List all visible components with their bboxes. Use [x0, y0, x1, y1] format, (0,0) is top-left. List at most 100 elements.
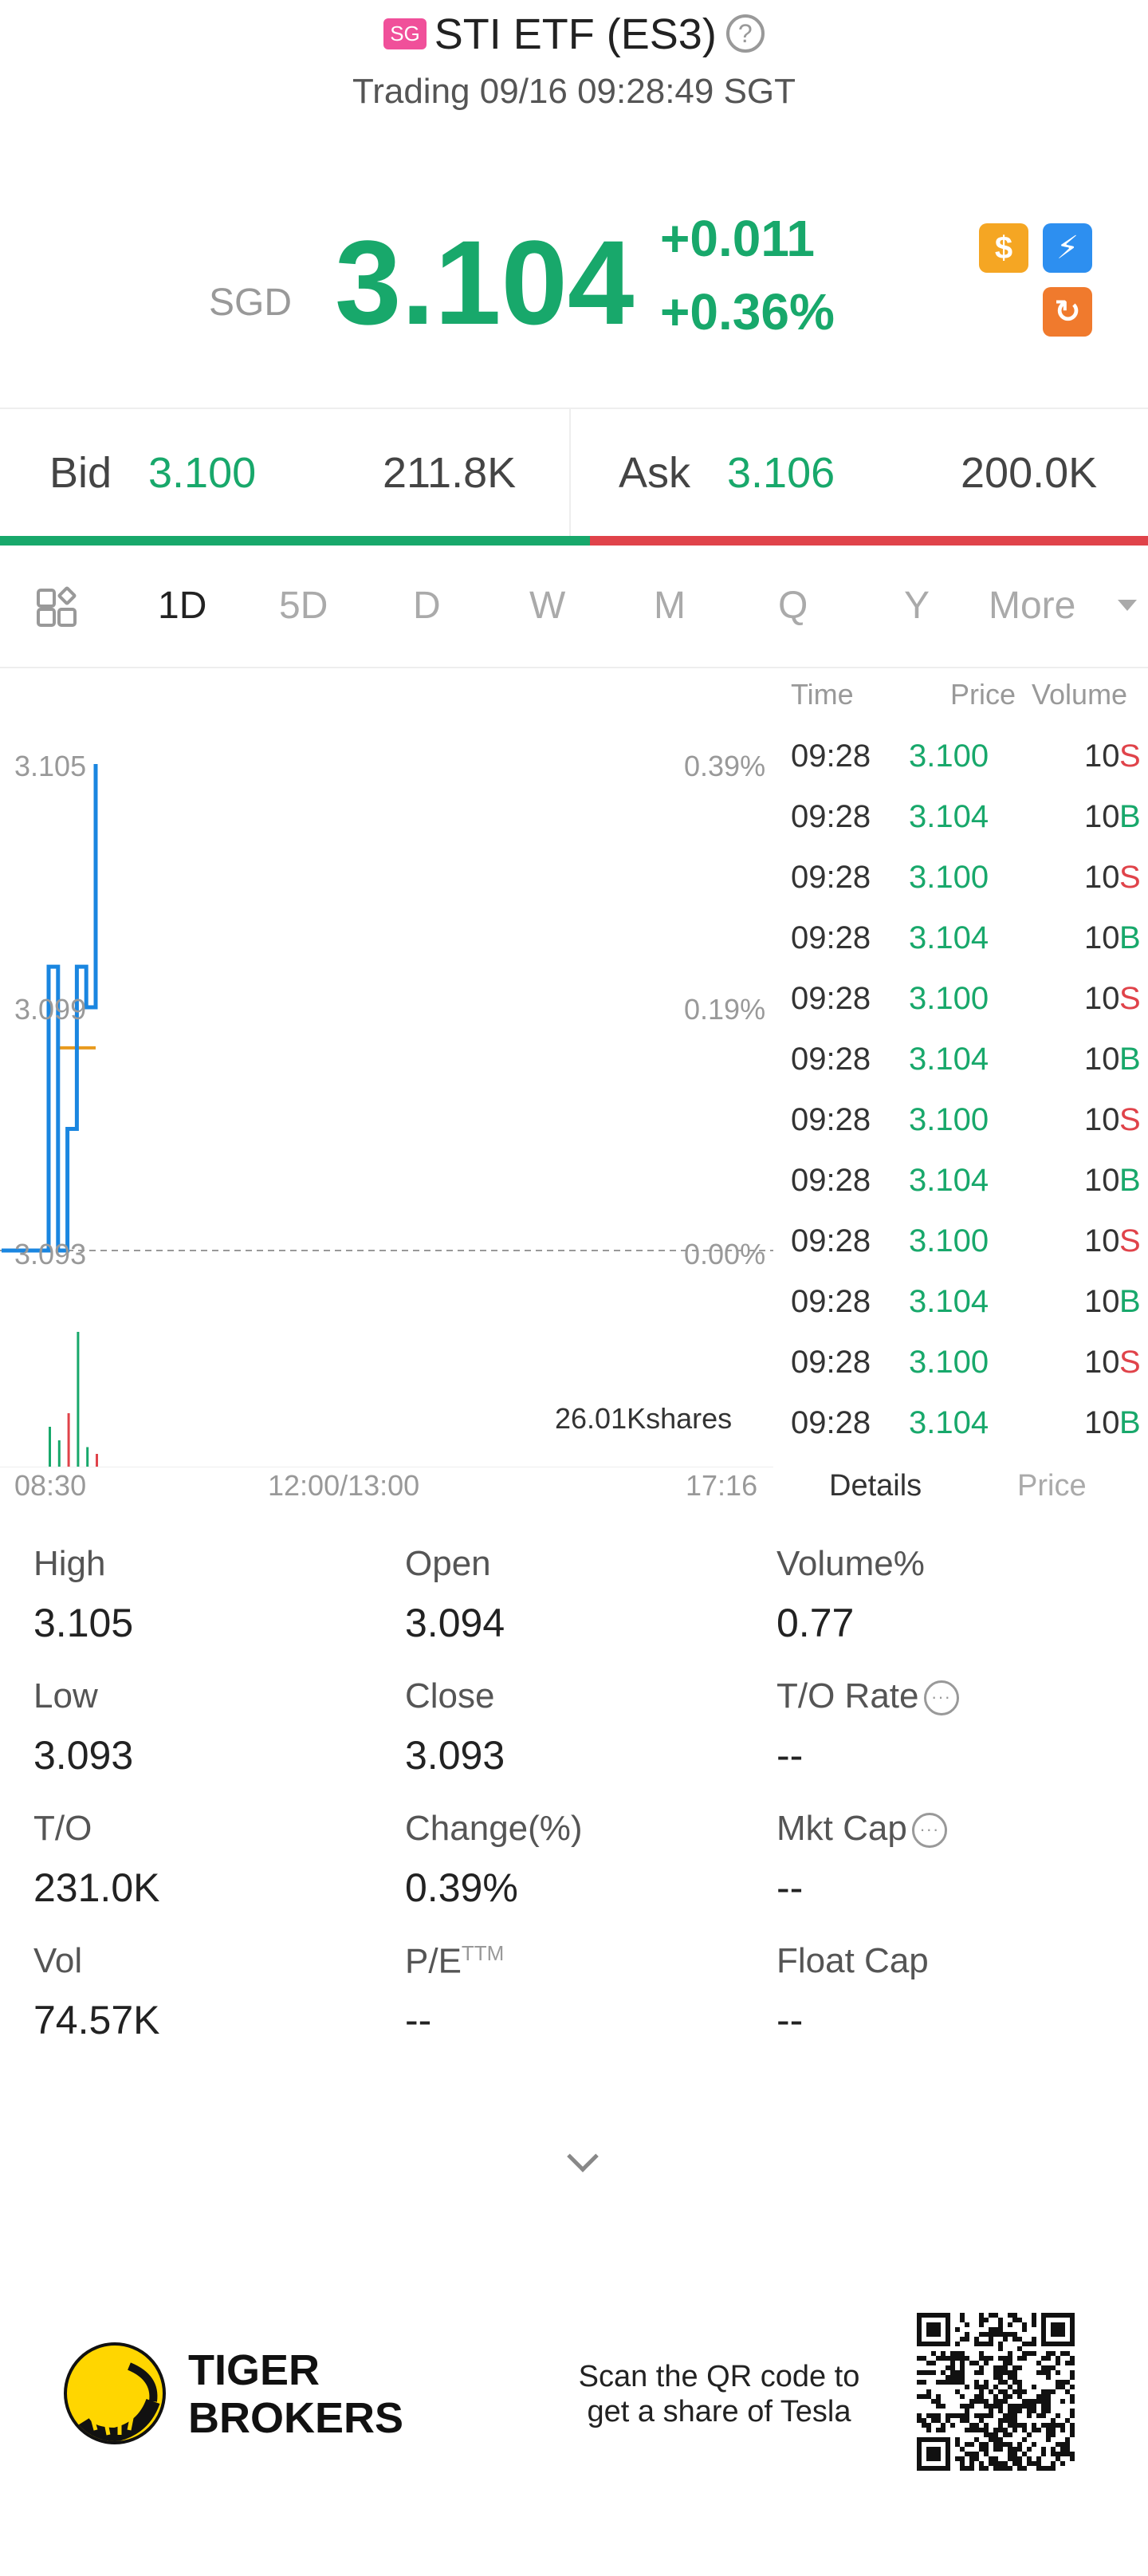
tick-time: 09:28 [791, 1284, 871, 1319]
stat-label: T/O [33, 1809, 92, 1848]
stat-label: Open [405, 1544, 491, 1583]
last-price: 3.104 [335, 215, 635, 349]
more-info-icon[interactable]: ··· [911, 1813, 947, 1848]
stat-label: Change(%) [405, 1809, 583, 1848]
tick-volume: 10 [1084, 1405, 1120, 1440]
brand-line-1: TIGER [188, 2346, 320, 2394]
tick-side: S [1119, 1345, 1141, 1380]
stat-value: 3.093 [33, 1733, 134, 1778]
stat-value: -- [405, 1998, 432, 2042]
tick-side: B [1119, 920, 1141, 955]
ask-label: Ask [619, 449, 691, 497]
stat-value: 231.0K [33, 1865, 160, 1910]
y-label-mid: 3.099 [14, 993, 87, 1026]
tick-price: 3.100 [909, 981, 989, 1016]
tick-volume: 10 [1084, 1223, 1120, 1258]
price-change-percent: +0.36% [660, 283, 835, 341]
tick-price: 3.104 [909, 1405, 989, 1440]
chart-period-tabs [0, 571, 1148, 668]
tick-volume: 10 [1084, 739, 1120, 774]
tick-price: 3.100 [909, 1102, 989, 1137]
x-label-mid: 12:00/13:00 [268, 1469, 420, 1502]
lightning-icon[interactable]: ⚡ [1043, 223, 1092, 273]
tick-volume: 10 [1084, 799, 1120, 834]
tiger-logo [64, 2342, 166, 2444]
page-title: SG STI ETF (ES3)? [0, 10, 1148, 59]
tick-volume: 10 [1084, 920, 1120, 955]
tick-side: B [1119, 1405, 1141, 1440]
tab-w[interactable]: W [529, 585, 566, 627]
swap-icon[interactable]: ↻ [1043, 287, 1092, 337]
tick-side: S [1119, 739, 1141, 774]
y-pct-low: 0.00% [684, 1238, 766, 1270]
tick-time: 09:28 [791, 739, 871, 774]
ticks-header-volume: Volume [1032, 678, 1128, 711]
tick-price: 3.100 [909, 1345, 989, 1380]
stat-value: 0.77 [776, 1601, 855, 1645]
tick-time: 09:28 [791, 981, 871, 1016]
tab-d[interactable]: D [413, 585, 441, 627]
stat-label: Low [33, 1676, 98, 1715]
volume-bar [67, 1413, 70, 1467]
stat-value: -- [776, 1998, 804, 2042]
stat-value: -- [776, 1733, 804, 1778]
ask-size: 200.0K [961, 449, 1098, 497]
tab-details[interactable]: Details [829, 1469, 922, 1503]
tab-5d[interactable]: 5D [279, 585, 328, 627]
tab-price-detail[interactable]: Price [1017, 1469, 1087, 1503]
stat-label: Float Cap [776, 1941, 929, 1980]
tick-side: B [1119, 799, 1141, 834]
stat-label: Vol [33, 1941, 83, 1980]
chevron-down-icon[interactable] [567, 2141, 599, 2172]
tab-m[interactable]: M [654, 585, 686, 627]
grid-layout-icon[interactable] [35, 585, 83, 633]
chevron-down-icon[interactable] [1118, 600, 1137, 611]
tick-volume: 10 [1084, 1163, 1120, 1198]
ask-price: 3.106 [727, 449, 835, 497]
tick-time: 09:28 [791, 1102, 871, 1137]
tick-time: 09:28 [791, 1345, 871, 1380]
more-info-icon[interactable]: ··· [923, 1680, 959, 1715]
divider [569, 409, 571, 537]
question-circle-icon[interactable]: ? [725, 14, 765, 53]
bid-ratio-bar [0, 536, 591, 546]
ask-ratio-bar [590, 536, 1148, 546]
stat-label: P/ETTM [405, 1941, 505, 1981]
tick-time: 09:28 [791, 1163, 871, 1198]
volume-bars [49, 1332, 98, 1467]
divider [0, 408, 1148, 409]
tab-q[interactable]: Q [778, 585, 808, 627]
tick-side: S [1119, 1102, 1141, 1137]
tick-price: 3.104 [909, 1163, 989, 1198]
tab-y[interactable]: Y [904, 585, 930, 627]
stat-value: 3.093 [405, 1733, 505, 1778]
y-pct-high: 0.39% [684, 750, 766, 782]
stat-label: T/O Rate ··· [776, 1676, 959, 1716]
tick-volume: 10 [1084, 860, 1120, 895]
tick-side: B [1119, 1042, 1141, 1077]
volume-bar [96, 1454, 98, 1467]
qr-code [917, 2313, 1075, 2471]
stat-value: 74.57K [33, 1998, 160, 2042]
stat-label-sup: TTM [461, 1941, 505, 1965]
tick-price: 3.104 [909, 920, 989, 955]
stat-value: 0.39% [405, 1865, 518, 1910]
tick-time: 09:28 [791, 799, 871, 834]
tick-time: 09:28 [791, 1223, 871, 1258]
ticks-header-time: Time [791, 678, 854, 711]
tab-more[interactable]: More [989, 585, 1076, 627]
stat-value: -- [776, 1865, 804, 1910]
tab-1d[interactable]: 1D [158, 585, 207, 627]
tick-time: 09:28 [791, 1405, 871, 1440]
tick-side: B [1119, 1163, 1141, 1198]
qr-caption: Scan the QR code to get a share of Tesla [568, 2359, 871, 2429]
volume-bar [49, 1427, 51, 1467]
volume-label: 26.01Kshares [555, 1402, 733, 1435]
intraday-chart[interactable] [0, 670, 773, 1467]
brand-line-2: BROKERS [188, 2394, 404, 2442]
dollar-icon[interactable]: $ [979, 223, 1028, 273]
price-change: +0.011 [660, 210, 815, 267]
market-badge: SG [383, 18, 427, 49]
qr-caption-line-1: Scan the QR code to [578, 2360, 860, 2393]
stock-title: STI ETF (ES3) [434, 10, 717, 58]
